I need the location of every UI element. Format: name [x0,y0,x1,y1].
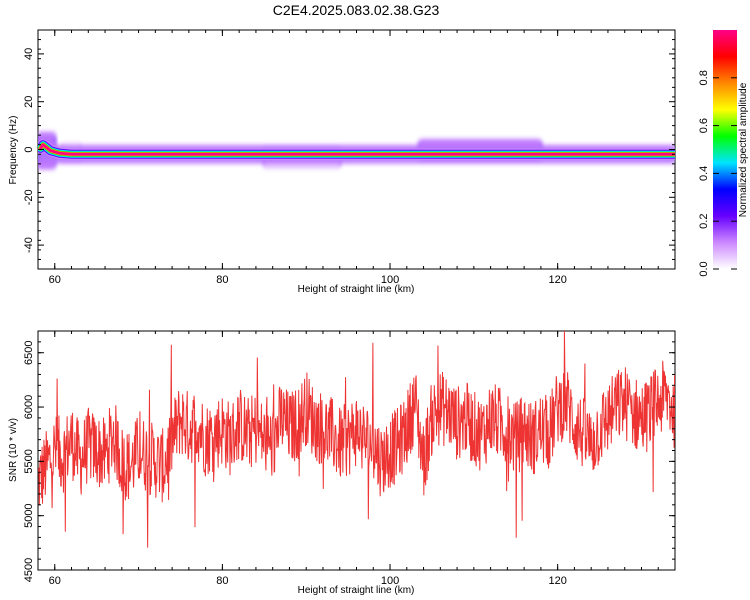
spectral-peak-band [39,143,675,156]
snr-y-tick-label: 6000 [23,395,35,419]
spectrogram-x-axis-label: Height of straight line (km) [298,284,415,295]
spectrogram-x-ticks: 60 80 100 120 [37,30,676,286]
snr-series-line [38,331,675,548]
snr-x-tick-label: 100 [381,575,399,587]
figure-title: C2E4.2025.083.02.38.G23 [273,2,440,18]
snr-y-ticks: 4500 5000 5500 6000 6500 [23,330,675,582]
spectrogram-x-tick-label: 100 [381,274,399,286]
spectrogram-x-tick-label: 120 [548,274,566,286]
colorbar-tick-label: 0.0 [698,261,710,276]
snr-y-tick-label: 4500 [23,558,35,582]
spectrogram-y-tick-label: 40 [23,48,35,60]
spectrogram-y-tick-label: -40 [23,237,35,253]
spectrogram-content [38,131,675,171]
snr-plot-area [37,330,676,571]
snr-x-axis-label: Height of straight line (km) [298,585,415,596]
spectrogram-panel: 60 80 100 120 -40 -20 0 20 40 Height of straigh… [8,29,676,295]
snr-y-tick-label: 5000 [23,503,35,527]
snr-x-ticks: 60 80 100 120 [37,331,676,587]
spectrogram-y-ticks: -40 -20 0 20 40 [23,29,675,270]
colorbar-ticks: 0.0 0.2 0.4 0.6 0.8 [698,70,737,277]
snr-x-tick-label: 120 [548,575,566,587]
colorbar-scale [713,30,737,269]
colorbar-label: Normalized spectral amplitude [738,82,749,217]
spectrogram-y-tick-label: -20 [23,189,35,205]
snr-x-tick-label: 80 [216,575,228,587]
spectrogram-y-tick-label: 20 [23,96,35,108]
snr-y-tick-label: 5500 [23,449,35,473]
colorbar-tick-label: 0.4 [698,166,710,181]
snr-panel: 60 80 100 120 4500 5000 5500 6000 6500 Height o… [8,330,676,596]
spectrogram-y-tick-label: 0 [23,146,35,152]
colorbar-tick-label: 0.6 [698,118,710,133]
snr-x-tick-label: 60 [49,575,61,587]
colorbar: 0.0 0.2 0.4 0.6 0.8 Normalized spectral ampl… [698,30,749,277]
snr-y-axis-label: SNR (10 * v/v) [8,418,19,482]
snr-y-tick-label: 6500 [23,340,35,364]
spectrogram-x-tick-label: 60 [49,274,61,286]
spectrogram-x-tick-label: 80 [216,274,228,286]
colorbar-tick-label: 0.8 [698,70,710,85]
spectrogram-y-axis-label: Frequency (Hz) [8,116,19,185]
colorbar-tick-label: 0.2 [698,214,710,229]
